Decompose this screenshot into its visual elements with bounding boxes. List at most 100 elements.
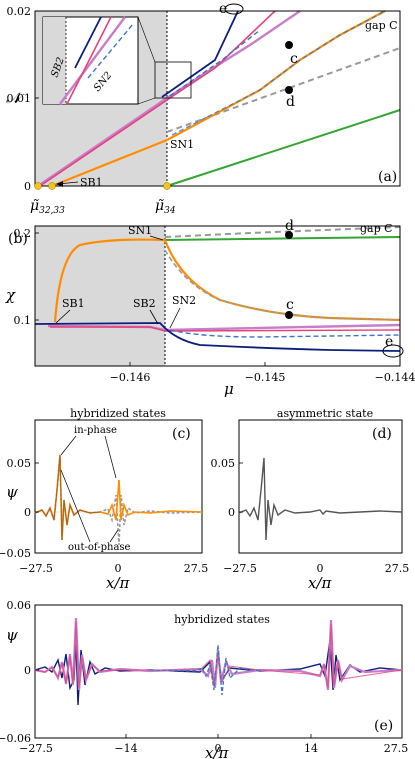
panel-a-inset: SB2 SN2 bbox=[42, 16, 139, 105]
panel-b-sb2-label: SB2 bbox=[133, 297, 156, 310]
panel-b-xtick-label-1: −0.146 bbox=[110, 371, 151, 384]
panel-a-inset-navy bbox=[74, 16, 102, 69]
panel-c-ylabel: ψ bbox=[6, 483, 18, 501]
panel-a-bif-point-1 bbox=[34, 182, 42, 190]
panel-a-zoom-connector-1 bbox=[137, 16, 156, 63]
panel-a-sb1-label: SB1 bbox=[80, 176, 103, 189]
panel-e-xtick-label-2: −14 bbox=[114, 742, 137, 755]
panel-c-axes-frame bbox=[34, 419, 203, 554]
panel-c-ytick-label-m: −0.05 bbox=[0, 547, 31, 560]
panel-b-ytick-label-2: 0.2 bbox=[14, 227, 32, 240]
panel-d-xtick-label-1: −27.5 bbox=[223, 562, 257, 575]
panel-a-ytick-label-2: 0.02 bbox=[7, 5, 32, 18]
panel-a-xtick-mu2: μ̃34 bbox=[155, 198, 176, 216]
panel-a-inset-shade bbox=[43, 17, 66, 104]
panel-b-marker-d bbox=[285, 231, 293, 239]
panel-e-xtick-label-4: 14 bbox=[304, 742, 318, 755]
panel-a-zoom-connector-2 bbox=[137, 97, 156, 105]
panel-d-asym-curve bbox=[238, 457, 403, 541]
panel-c-outphase-arrow-1 bbox=[60, 469, 91, 543]
panel-b-sb1-arrow bbox=[55, 309, 71, 324]
panel-b-pink-curve bbox=[50, 326, 401, 332]
panel-c-inphase-arrow-2 bbox=[104, 435, 117, 479]
panel-d-ytick-label-1: 0.05 bbox=[211, 457, 236, 470]
panel-b-xtick-label-3: −0.144 bbox=[375, 371, 415, 384]
panel-c-inphase-label: in-phase bbox=[74, 425, 117, 436]
panel-a-label-d: d bbox=[286, 94, 295, 110]
panel-e: hybridized states 0.06 0 −0.06 ψ −27.5 −… bbox=[0, 599, 408, 759]
panel-a-sn1-label: SN1 bbox=[170, 138, 194, 151]
panel-a-panel-label: (a) bbox=[378, 169, 397, 185]
panel-b-sb1-label: SB1 bbox=[62, 297, 85, 310]
panel-b-ytick-label-1: 0.1 bbox=[14, 314, 32, 327]
panel-b-marker-c bbox=[285, 311, 293, 319]
panel-b-ylabel: χ bbox=[5, 286, 16, 304]
panel-b-xlabel: μ bbox=[224, 380, 234, 398]
panel-c-panel-label: (c) bbox=[172, 426, 191, 442]
panel-c-outphase-arrow-2 bbox=[109, 529, 119, 543]
panel-a: SB2 SN2 0 0.01 0.02 𝒩 c d e gap C SN1 SB… bbox=[6, 1, 401, 216]
panel-a-orange-dashed-curve bbox=[171, 10, 386, 136]
panel-e-xtick-label-1: −27.5 bbox=[19, 742, 53, 755]
panel-a-inset-pink bbox=[66, 16, 112, 105]
panel-d-xlabel: x/π bbox=[308, 574, 333, 592]
panel-b-sn2-arrow bbox=[169, 307, 181, 329]
panel-c-xtick-label-2: 0 bbox=[115, 562, 122, 575]
panel-a-zoom-box bbox=[154, 61, 192, 99]
panel-b-shaded-region bbox=[35, 226, 165, 366]
panel-a-axes-frame bbox=[34, 10, 401, 187]
panel-d-panel-label: (d) bbox=[372, 426, 392, 442]
panel-b-label-d: d bbox=[285, 218, 294, 234]
panel-b-sb2-arrow bbox=[149, 309, 159, 325]
panel-a-inset-violet bbox=[59, 16, 126, 105]
panel-a-label-e: e bbox=[219, 1, 227, 17]
panel-a-marker-c bbox=[285, 41, 293, 49]
panel-c-ytick-label-1: 0.05 bbox=[7, 457, 32, 470]
panel-a-xtick-mu1: μ̃32,33 bbox=[30, 198, 65, 216]
panel-d-xtick-label-2: 0 bbox=[317, 562, 324, 575]
panel-c-xtick-label-3: 27.5 bbox=[184, 562, 209, 575]
panel-e-ylabel: ψ bbox=[6, 626, 18, 644]
panel-b-blue-dashed-curve bbox=[169, 329, 401, 338]
panel-a-marker-e bbox=[224, 3, 244, 15]
panel-c: hybridized states 0.05 0 −0.05 ψ −27.5 0… bbox=[0, 407, 208, 592]
panel-a-bif-point-2 bbox=[48, 182, 56, 190]
panel-e-xtick-label-3: 0 bbox=[215, 742, 222, 755]
panel-c-xtick-label-1: −27.5 bbox=[19, 562, 53, 575]
panel-b-xtick-label-2: −0.145 bbox=[245, 371, 286, 384]
panel-e-xtick-label-5: 27.5 bbox=[384, 742, 409, 755]
panel-a-ylabel: 𝒩 bbox=[6, 89, 25, 107]
panel-e-blue-dashed-curve bbox=[149, 644, 261, 696]
panel-d: asymmetric state 0.05 0 −27.5 0 27.5 x/π… bbox=[211, 407, 410, 592]
panel-c-xlabel: x/π bbox=[106, 574, 131, 592]
panel-d-title: asymmetric state bbox=[277, 407, 373, 420]
panel-b-sn1-label: SN1 bbox=[128, 224, 152, 237]
panel-b-orange-dashed-curve bbox=[164, 249, 401, 321]
panel-d-axes-frame bbox=[238, 419, 403, 554]
panel-c-title: hybridized states bbox=[70, 407, 166, 420]
panel-c-inphase-curve-overlay bbox=[34, 454, 101, 541]
panel-e-ytick-label-0: 0 bbox=[24, 664, 31, 677]
panel-b-sn1-arrow bbox=[149, 235, 164, 241]
panel-b-navy-curve bbox=[34, 322, 401, 352]
panel-a-green-curve bbox=[166, 109, 401, 187]
panel-a-label-c: c bbox=[290, 51, 298, 67]
panel-d-ytick-label-0: 0 bbox=[228, 506, 235, 519]
panel-b-panel-label: (b) bbox=[8, 231, 28, 247]
panel-b-label-e: e bbox=[385, 334, 393, 350]
panel-b-gray-dashed-curve bbox=[164, 226, 401, 238]
panel-b-label-c: c bbox=[286, 297, 294, 313]
panel-b-sn2-label: SN2 bbox=[172, 294, 196, 307]
panel-a-bif-point-3 bbox=[163, 182, 171, 190]
panel-a-blue-dashed-curve bbox=[169, 29, 261, 97]
panel-a-sb1-arrowhead bbox=[56, 181, 63, 187]
panel-b-marker-e bbox=[382, 344, 404, 358]
panel-a-ytick-label-1: 0.01 bbox=[7, 92, 32, 105]
panel-a-gap-label: gap C bbox=[365, 19, 398, 32]
panel-a-violet-curve bbox=[37, 10, 301, 187]
panel-e-ytick-label-m: −0.06 bbox=[0, 732, 31, 745]
panel-b: 0.1 0.2 −0.146 −0.145 −0.144 μ χ d c e g… bbox=[5, 218, 415, 398]
panel-e-axes-frame bbox=[34, 604, 403, 739]
panel-b-green-curve bbox=[164, 236, 401, 241]
